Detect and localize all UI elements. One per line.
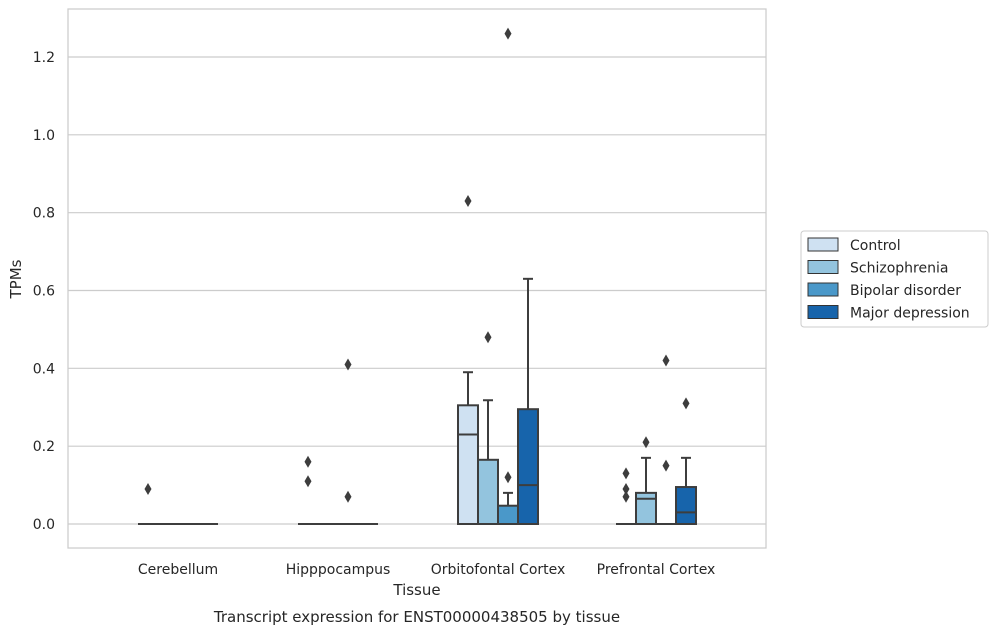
x-tick-label: Prefrontal Cortex xyxy=(597,562,716,578)
legend-label: Major depression xyxy=(850,306,970,322)
legend-swatch xyxy=(807,282,839,297)
y-tick-label: 0.2 xyxy=(33,439,55,455)
x-tick-label: Hipppocampus xyxy=(286,562,391,578)
y-tick-labels: 0.0 0.2 0.4 0.6 0.8 1.0 1.2 xyxy=(33,50,55,533)
legend-swatch xyxy=(807,305,839,319)
outlier-point xyxy=(144,482,152,495)
outlier-point xyxy=(662,459,670,472)
box-plots xyxy=(138,27,697,526)
x-tick-label: Orbitofontal Cortex xyxy=(431,562,566,578)
y-tick-label: 1.2 xyxy=(33,50,55,66)
y-gridlines xyxy=(68,56,766,525)
box xyxy=(457,404,479,525)
box xyxy=(497,504,519,525)
legend-swatch xyxy=(807,260,839,274)
outlier-point xyxy=(464,194,472,207)
outlier-point xyxy=(622,490,630,503)
outlier-point xyxy=(304,455,312,468)
x-tick-label: Cerebellum xyxy=(138,562,218,578)
plot-background xyxy=(68,9,766,548)
outlier-point xyxy=(344,358,352,371)
legend-label: Schizophrenia xyxy=(850,261,948,277)
y-tick-label: 0.8 xyxy=(33,206,55,222)
outlier-point xyxy=(682,397,690,410)
legend: Control Schizophrenia Bipolar disorder Majo… xyxy=(800,230,989,328)
y-tick-label: 0.6 xyxy=(33,284,55,300)
y-tick-label: 0.4 xyxy=(33,361,55,377)
legend-label: Control xyxy=(850,238,901,254)
x-axis-title: Tissue xyxy=(392,581,440,599)
outlier-point xyxy=(642,436,650,449)
box xyxy=(675,486,697,526)
y-tick-label: 1.0 xyxy=(33,128,55,144)
x-tick-labels: Cerebellum Hipppocampus Orbitofontal Corte… xyxy=(138,562,715,578)
outlier-point xyxy=(304,475,312,488)
y-axis-title: TPMs xyxy=(7,259,25,299)
outlier-point xyxy=(484,331,492,344)
legend-label: Bipolar disorder xyxy=(850,283,961,299)
chart-caption: Transcript expression for ENST0000043850… xyxy=(213,608,620,626)
outlier-point xyxy=(344,490,352,503)
y-tick-label: 0.0 xyxy=(33,517,55,533)
legend-frame xyxy=(800,230,989,328)
box xyxy=(477,458,499,526)
box xyxy=(635,491,657,526)
outlier-point xyxy=(504,27,512,40)
outlier-point xyxy=(622,467,630,480)
box xyxy=(517,408,539,525)
plot-frame xyxy=(67,8,767,549)
outlier-point xyxy=(622,482,630,495)
legend-swatch xyxy=(807,237,839,252)
outlier-point xyxy=(504,471,512,484)
outlier-point xyxy=(662,354,670,367)
